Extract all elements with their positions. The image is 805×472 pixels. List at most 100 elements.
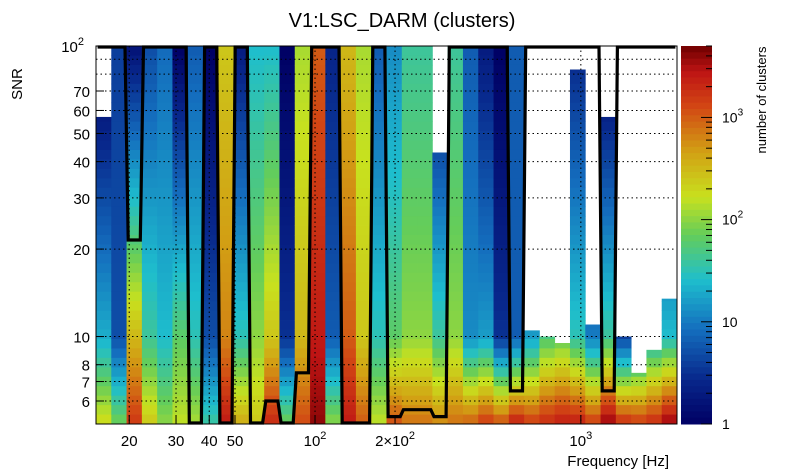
heatmap-cell (96, 225, 112, 236)
heatmap-cell (462, 263, 479, 274)
heatmap-cell (401, 310, 418, 321)
heatmap-cell (310, 348, 326, 359)
heatmap-cell (325, 102, 342, 113)
heatmap-cell (264, 46, 280, 56)
heatmap-cell (279, 93, 296, 104)
heatmap-cell (310, 140, 326, 151)
heatmap-cell (294, 46, 311, 56)
heatmap-cell (141, 386, 158, 397)
heatmap-cell (310, 149, 326, 160)
heatmap-cell (447, 320, 464, 330)
heatmap-cell (157, 320, 173, 330)
heatmap-cell (462, 338, 479, 349)
heatmap-cell (218, 301, 235, 311)
heatmap-cell (524, 386, 540, 397)
heatmap-cell (340, 121, 357, 132)
heatmap-cell (203, 149, 219, 160)
heatmap-cell (355, 159, 372, 170)
heatmap-cell (294, 320, 311, 330)
heatmap-cell (493, 357, 510, 368)
heatmap-cell (478, 46, 494, 56)
heatmap-cell (141, 102, 158, 113)
heatmap-cell (355, 367, 372, 378)
colorbar-swatch (681, 172, 712, 179)
heatmap-cell (508, 357, 525, 368)
y-tick-label: 102 (61, 36, 84, 56)
heatmap-cell (96, 235, 112, 245)
heatmap-cell (203, 263, 219, 274)
heatmap-cell (539, 386, 556, 397)
heatmap-cell (569, 121, 586, 132)
heatmap-cell (600, 253, 617, 264)
heatmap-cell (141, 121, 158, 132)
heatmap-cell (218, 55, 235, 66)
heatmap-cell (539, 357, 556, 368)
heatmap-cell (126, 46, 143, 56)
heatmap-cell (600, 149, 617, 160)
heatmap-cell (462, 187, 479, 198)
colorbar-swatch (681, 222, 712, 230)
colorbar-swatch (681, 203, 712, 211)
heatmap-cell (417, 291, 433, 302)
heatmap-cell (248, 291, 265, 302)
heatmap-cell (157, 244, 173, 255)
heatmap-cell (615, 386, 632, 397)
heatmap-cell (279, 64, 296, 75)
heatmap-cell (554, 386, 571, 397)
heatmap-cell (386, 112, 403, 122)
heatmap-cell (462, 197, 479, 208)
heatmap-cell (417, 168, 433, 179)
heatmap-cell (600, 301, 617, 311)
heatmap-cell (264, 131, 280, 141)
heatmap-cell (187, 338, 204, 349)
heatmap-cell (447, 282, 464, 293)
heatmap-cell (203, 310, 219, 321)
heatmap-cell (417, 253, 433, 264)
heatmap-cell (508, 74, 525, 85)
heatmap-cell (187, 348, 204, 359)
heatmap-cell (294, 149, 311, 160)
colorbar-swatch (681, 367, 712, 375)
heatmap-cell (126, 244, 143, 255)
heatmap-cell (294, 225, 311, 236)
heatmap-cell (233, 272, 250, 283)
heatmap-cell (554, 395, 571, 406)
colorbar-swatch (681, 279, 712, 286)
heatmap-cell (279, 159, 296, 170)
heatmap-cell (187, 291, 204, 302)
heatmap-cell (264, 272, 280, 283)
heatmap-cell (218, 168, 235, 179)
heatmap-cell (157, 253, 173, 264)
heatmap-cell (248, 244, 265, 255)
heatmap-cell (187, 310, 204, 321)
heatmap-cell (157, 235, 173, 245)
heatmap-cell (294, 405, 311, 415)
heatmap-cell (264, 338, 280, 349)
heatmap-cell (447, 253, 464, 264)
heatmap-cell (508, 253, 525, 264)
heatmap-cell (279, 121, 296, 132)
heatmap-cell (600, 116, 617, 122)
heatmap-cell (340, 131, 357, 141)
heatmap-cell (172, 310, 189, 321)
heatmap-cell (294, 329, 311, 340)
heatmap-cell (141, 320, 158, 330)
colorbar-swatch (681, 386, 712, 393)
heatmap-cell (462, 291, 479, 302)
heatmap-cell (279, 282, 296, 293)
colorbar-tick-label: 1 (722, 416, 730, 432)
heatmap-cell (310, 216, 326, 226)
heatmap-cell (417, 263, 433, 274)
heatmap-cell (325, 253, 342, 264)
heatmap-cell (508, 348, 525, 359)
heatmap-cell (386, 216, 403, 226)
heatmap-cell (187, 263, 204, 274)
heatmap-cell (325, 46, 342, 56)
heatmap-cell (111, 46, 127, 56)
heatmap-cell (600, 329, 617, 340)
heatmap-cell (417, 348, 433, 359)
heatmap-cell (524, 414, 540, 425)
heatmap-cell (355, 338, 372, 349)
colorbar-swatch (681, 46, 712, 53)
heatmap-cell (447, 64, 464, 75)
